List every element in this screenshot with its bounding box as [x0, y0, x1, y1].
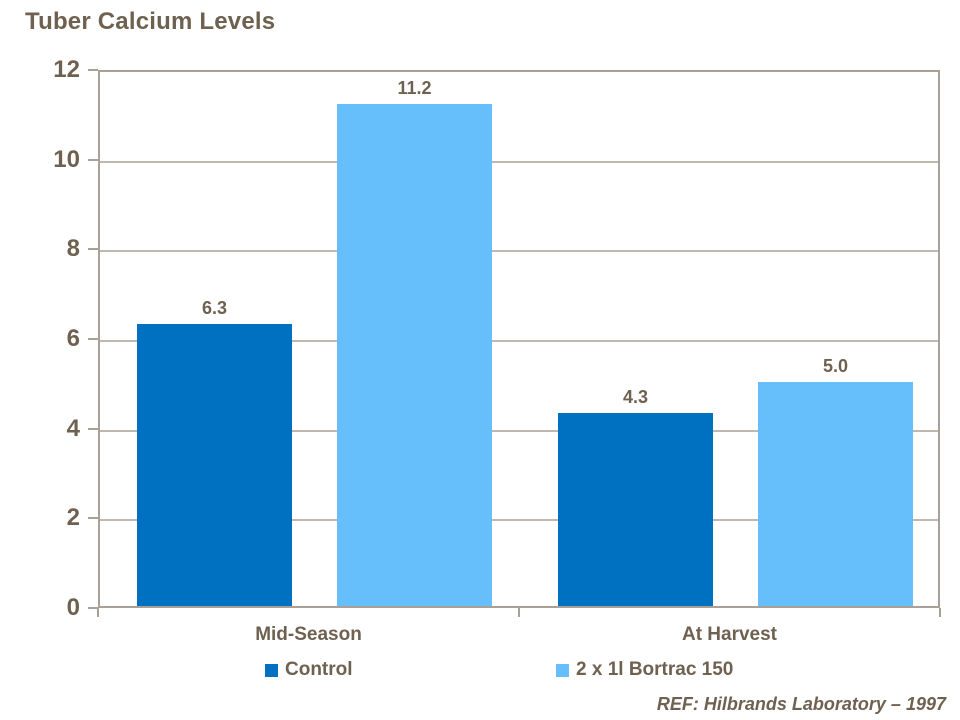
reference-note: REF: Hilbrands Laboratory – 1997: [656, 694, 946, 714]
y-axis-tick-label: 2: [66, 504, 80, 532]
bar-value-label: 5.0: [822, 355, 849, 376]
y-axis-tick-label: 12: [53, 56, 80, 83]
legend-swatch-icon: [556, 663, 569, 677]
bar-2-x-1l-bortrac-150-mid-season: [337, 103, 492, 606]
gridline-y-10: [100, 160, 938, 163]
gridline-y-8: [100, 250, 938, 253]
gridline-y-4: [100, 429, 938, 432]
y-axis-tick-mark: [88, 158, 98, 161]
legend-item-control: Control: [265, 659, 353, 681]
y-axis-tick-mark: [88, 427, 98, 430]
chart-title: Tuber Calcium Levels: [25, 8, 276, 35]
category-label-mid-season: Mid-Season: [255, 624, 362, 645]
y-axis-tick-label: 4: [66, 414, 80, 442]
plot-area: 6.3 11.2 4.3 5.0: [98, 70, 940, 608]
bar-value-label: 11.2: [397, 77, 432, 98]
gridline-y-6: [100, 340, 938, 342]
y-axis-tick-mark: [88, 607, 98, 609]
bar-2-x-1l-bortrac-150-at-harvest: [758, 381, 913, 606]
x-axis-tick-mark: [939, 608, 941, 617]
legend-label: Control: [285, 659, 353, 680]
legend-item-2-x-1l-bortrac-150: 2 x 1l Bortrac 150: [556, 659, 733, 681]
y-axis-tick-label: 10: [53, 145, 80, 173]
y-axis-tick-mark: [88, 338, 98, 340]
legend-label: 2 x 1l Bortrac 150: [576, 659, 734, 680]
y-axis-tick-label: 8: [66, 235, 80, 263]
y-axis-tick-mark: [88, 69, 98, 71]
x-axis-tick-mark: [97, 608, 99, 617]
legend-swatch-icon: [265, 663, 278, 677]
gridline-y-2: [100, 519, 938, 522]
bar-control-at-harvest: [558, 413, 713, 606]
y-axis-tick-mark: [88, 517, 98, 520]
y-axis-tick-mark: [88, 248, 98, 251]
x-axis-tick-mark: [518, 608, 520, 617]
y-axis-tick-label: 6: [66, 325, 80, 352]
bar-value-label: 4.3: [622, 387, 649, 408]
y-axis-tick-label: 0: [66, 594, 80, 621]
bar-control-mid-season: [137, 323, 292, 606]
category-label-at-harvest: At Harvest: [681, 624, 778, 645]
bar-value-label: 6.3: [201, 297, 228, 318]
